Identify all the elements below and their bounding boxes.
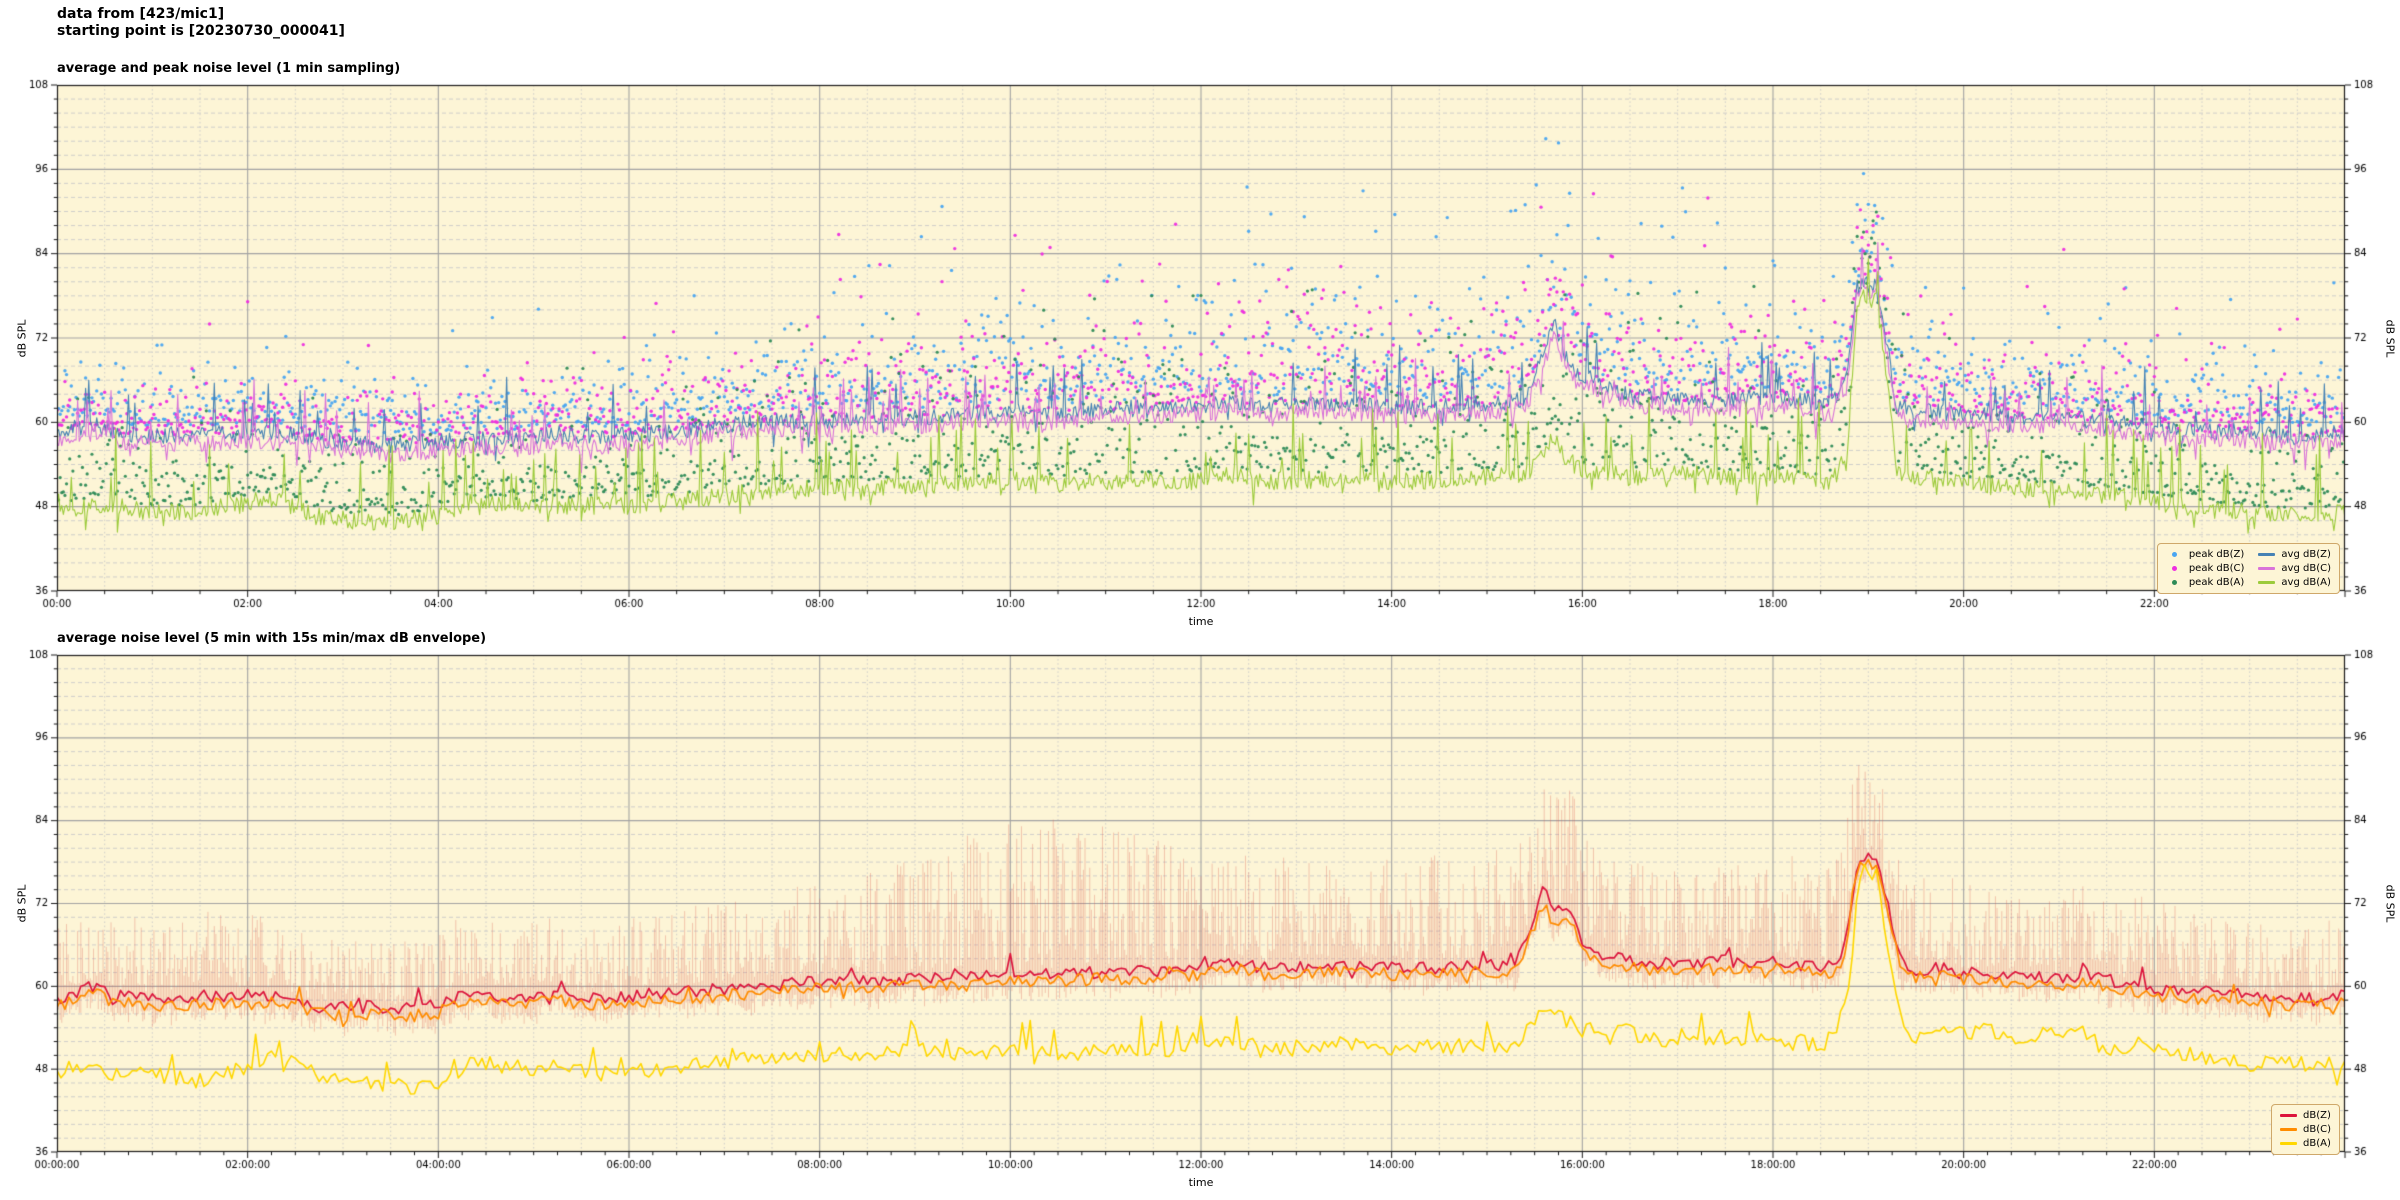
chart1-legend: peak dB(Z) peak dB(C) peak dB(A) avg dB(Z) a…	[2156, 543, 2340, 594]
legend-label: dB(Z)	[2303, 1110, 2331, 1121]
chart2-yaxis-label-right: dB SPL	[2383, 884, 2397, 923]
chart2-yaxis-label-left: dB SPL	[15, 884, 29, 923]
legend-marker-line	[2280, 1142, 2297, 1145]
legend-entry: peak dB(C)	[2166, 562, 2245, 575]
header-data-source: data from [423/mic1]	[57, 6, 225, 22]
legend-marker-line	[2280, 1128, 2297, 1131]
legend-marker-dot	[2171, 552, 2177, 557]
legend-entry: avg dB(C)	[2258, 562, 2331, 575]
legend-entry: avg dB(Z)	[2258, 548, 2331, 561]
header-starting-point: starting point is [20230730_000041]	[57, 23, 345, 39]
chart1-yaxis-label-left: dB SPL	[15, 319, 29, 358]
legend-label: peak dB(A)	[2188, 577, 2245, 588]
legend-label: peak dB(C)	[2188, 563, 2245, 574]
chart1-yaxis-label-right: dB SPL	[2383, 319, 2397, 358]
legend-entry: dB(C)	[2280, 1123, 2331, 1136]
legend-entry: peak dB(Z)	[2166, 548, 2245, 561]
chart1-xaxis-label: time	[1188, 615, 1214, 628]
legend-label: dB(A)	[2303, 1138, 2331, 1149]
legend-marker-dot	[2171, 566, 2177, 571]
legend-label: peak dB(Z)	[2188, 549, 2245, 560]
chart2-xaxis-label: time	[1188, 1176, 1214, 1189]
legend-marker-line	[2258, 553, 2276, 556]
chart1-title: average and peak noise level (1 min samp…	[57, 61, 401, 76]
legend-marker-line	[2258, 567, 2276, 570]
legend-label: avg dB(C)	[2281, 563, 2331, 574]
legend-label: dB(C)	[2303, 1124, 2331, 1135]
chart2-title: average noise level (5 min with 15s min/…	[57, 631, 487, 646]
legend-marker-dot	[2171, 580, 2177, 585]
legend-entry: dB(Z)	[2280, 1109, 2331, 1122]
legend-marker-line	[2258, 581, 2276, 584]
legend-marker-line	[2280, 1114, 2297, 1117]
legend-entry: avg dB(A)	[2258, 576, 2331, 589]
chart2-legend: dB(Z) dB(C) dB(A)	[2271, 1104, 2340, 1155]
legend-label: avg dB(A)	[2281, 577, 2331, 588]
legend-label: avg dB(Z)	[2281, 549, 2331, 560]
legend-entry: dB(A)	[2280, 1137, 2331, 1150]
legend-entry: peak dB(A)	[2166, 576, 2245, 589]
